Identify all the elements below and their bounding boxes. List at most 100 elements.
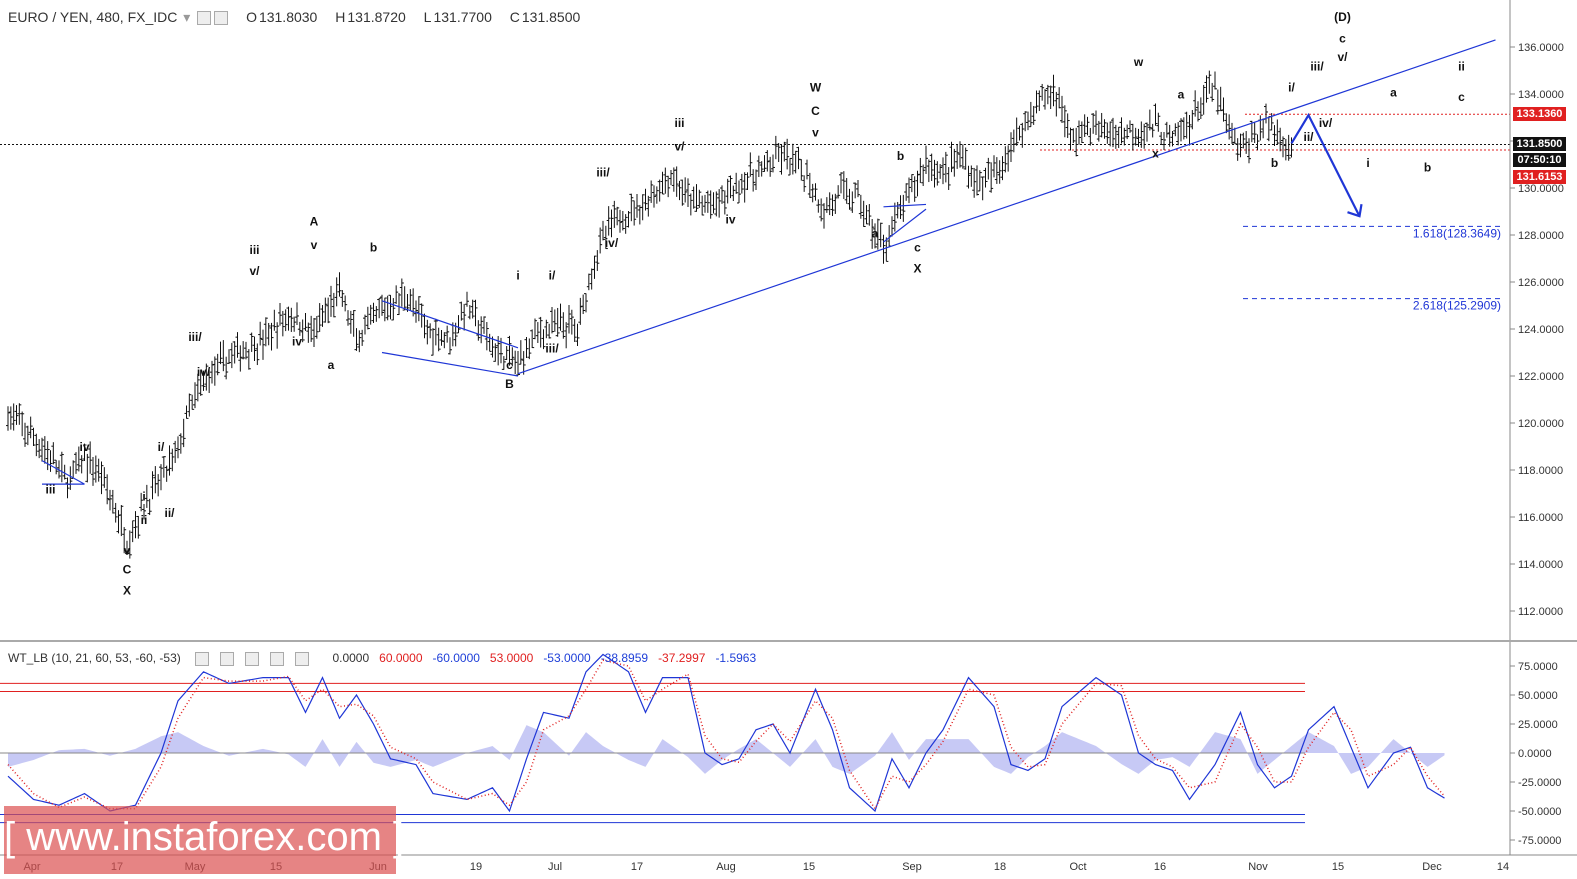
ohlc-bar — [677, 180, 682, 201]
ohlc-bar — [615, 206, 620, 226]
price-axis[interactable]: 112.0000 114.0000 116.0000 118.0000 120.0000… — [1510, 42, 1564, 618]
ohlc-bar — [660, 171, 665, 195]
ohlc-bar — [368, 304, 373, 325]
indicator-buttons[interactable] — [194, 651, 319, 666]
price-tick-11: 134.0000 — [1518, 89, 1564, 101]
ohlc-bar — [1179, 118, 1183, 142]
ohlc-bar — [841, 171, 846, 200]
settings-icon[interactable] — [220, 651, 235, 666]
wave-label-17: b — [370, 240, 377, 254]
wave-label-21: i/ — [549, 269, 556, 283]
ohlc-bar — [816, 199, 821, 213]
ohlc-bar — [558, 303, 563, 331]
ohlc-bar — [592, 255, 597, 279]
ohlc-bar — [1128, 120, 1132, 133]
ohlc-bar — [119, 505, 124, 537]
ohlc-bar — [1190, 110, 1195, 130]
ohlc-bar — [1142, 123, 1147, 149]
indicator-header[interactable]: WT_LB (10, 21, 60, 53, -60, -53) 0.0000 6… — [8, 651, 776, 666]
ohlc-bar — [708, 190, 713, 219]
ohlc-bar — [751, 169, 756, 192]
remove-icon[interactable] — [245, 651, 260, 666]
ohlc-bar — [295, 302, 299, 325]
ohlc-bar — [856, 180, 860, 198]
ohlc-bar — [269, 322, 274, 351]
ohlc-bar — [357, 330, 362, 353]
ohlc-bar — [640, 194, 645, 221]
ohlc-bar — [289, 307, 294, 332]
visibility-icon[interactable] — [195, 651, 210, 666]
indicator-pane[interactable]: 75.0000 50.0000 25.0000 0.0000 -25.0000 -50.0… — [0, 653, 1561, 847]
indicator-value-0: 0.0000 — [332, 651, 370, 665]
ohlc-bar — [756, 155, 761, 178]
ohlc-bar — [99, 461, 104, 495]
ohlc-bar — [1170, 130, 1175, 147]
ohlc-bar — [1051, 74, 1056, 107]
ohlc-bar — [1102, 119, 1107, 139]
ohlc-bar — [858, 194, 863, 219]
ohlc-bar — [380, 294, 384, 316]
ohlc-bar — [805, 159, 809, 180]
wave-label-23: iii/ — [596, 165, 610, 179]
ohlc-bar — [416, 296, 421, 322]
ohlc-bar — [1111, 117, 1115, 148]
ohlc-bar — [516, 351, 520, 376]
ohlc-bar — [575, 323, 580, 346]
ohlc-bar — [1196, 101, 1200, 122]
ohlc-bar — [1150, 123, 1155, 138]
ohlc-bar — [181, 418, 186, 448]
wave-label-36: a — [1178, 88, 1185, 102]
close-icon[interactable] — [295, 651, 310, 666]
ohlc-bar — [1207, 70, 1212, 94]
symbol-header[interactable]: EURO / YEN, 480, FX_IDC ▾ O 131.8030 H 131… — [8, 9, 582, 26]
symbol-title[interactable]: EURO / YEN, 480, FX_IDC — [8, 9, 178, 25]
ohlc-bar — [331, 292, 336, 318]
indicator-title[interactable]: WT_LB (10, 21, 60, 53, -60, -53) — [8, 651, 181, 665]
ohlc-bar — [986, 157, 991, 180]
wave-label-25: iii — [674, 116, 684, 130]
price-pane[interactable]: 1.618(128.3649)2.618(125.2909) iiiivvCXi… — [0, 0, 1564, 855]
wave-label-31: b — [897, 149, 904, 163]
price-tick-9: 130.0000 — [1518, 183, 1564, 195]
ohlc-bar — [102, 467, 107, 488]
visibility-toggle-icon[interactable] — [197, 11, 212, 26]
last-price-tag: 131.8500 — [1513, 137, 1566, 151]
ohlc-bar — [1074, 127, 1079, 157]
ohlc-bar — [218, 341, 223, 365]
ohlc-bar — [1255, 134, 1260, 151]
ohlc-bar — [161, 456, 166, 478]
ohlc-bar — [139, 492, 144, 512]
ohlc-bar — [912, 176, 917, 202]
ohlc-bar — [669, 170, 673, 186]
ohlc-bar — [1082, 114, 1087, 137]
ohlc-bar — [1224, 113, 1229, 134]
oscillator-axis[interactable]: 75.0000 50.0000 25.0000 0.0000 -25.0000 -50.0… — [1510, 661, 1561, 847]
wave-label-26: v/ — [674, 139, 685, 153]
ohlc-bar — [830, 194, 835, 216]
ohlc-bar — [901, 194, 906, 222]
ohlc-bar — [567, 304, 571, 334]
ohlc-bar — [867, 204, 872, 226]
ohlc-bar — [439, 329, 444, 346]
ohlc-bar — [263, 317, 268, 347]
settings-gear-icon[interactable] — [214, 11, 229, 26]
wave-label-19: B — [505, 377, 514, 391]
ohlc-bar — [348, 310, 353, 334]
ohlc-bar — [127, 530, 132, 559]
ohlc-bar — [246, 349, 251, 370]
ohlc-bar — [51, 442, 56, 465]
ohlc-bar — [1037, 90, 1042, 111]
ohlc-bar — [921, 164, 926, 187]
wave-label-9: iii/ — [188, 330, 202, 344]
wave-label-0: iii — [45, 483, 55, 497]
ohlc-bar — [309, 315, 314, 342]
add-icon[interactable] — [270, 651, 285, 666]
ohlc-bar — [924, 145, 928, 175]
ohlc-bar — [1031, 105, 1036, 125]
symbol-dropdown-icon[interactable]: ▾ — [183, 9, 191, 25]
ohlc-bar — [1088, 127, 1093, 146]
ohlc-bar — [776, 142, 781, 162]
ohlc-bar — [510, 347, 515, 367]
ohlc-bar — [703, 194, 707, 213]
